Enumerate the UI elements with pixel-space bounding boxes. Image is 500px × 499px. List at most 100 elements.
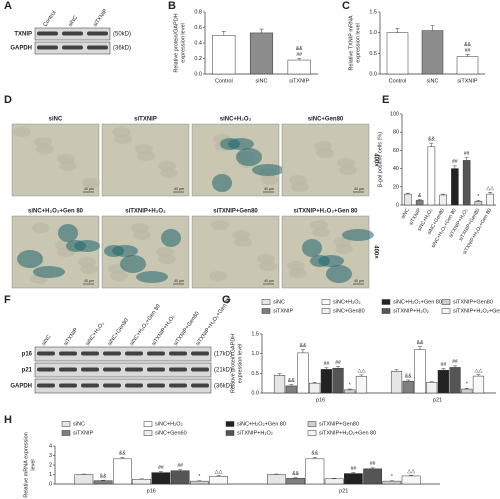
bar — [439, 194, 447, 206]
cell — [337, 158, 355, 168]
significance: && — [288, 378, 295, 384]
significance: && — [464, 42, 471, 48]
band-name: GAPDH — [10, 384, 32, 390]
band — [169, 383, 187, 388]
band — [169, 351, 187, 356]
bar — [190, 480, 209, 485]
y-tick-label: 3 — [49, 453, 52, 459]
micrograph-label: siNC — [49, 117, 63, 123]
x-tick-label: p21 — [339, 488, 348, 494]
y-axis-label: Relative protein/GAPDH — [230, 334, 236, 393]
stain — [120, 255, 146, 273]
y-tick-label: 0 — [396, 202, 399, 208]
cell — [156, 247, 174, 257]
scale-label: 40 μm — [84, 279, 94, 283]
bar — [472, 375, 485, 394]
bar — [287, 59, 311, 75]
band — [62, 31, 83, 36]
x-tick-label: Control — [389, 78, 407, 84]
y-tick-label: 1.5 — [251, 331, 259, 337]
legend-label: siNC — [273, 299, 285, 305]
band — [87, 45, 108, 50]
bar — [267, 474, 286, 485]
significance: && — [405, 373, 412, 379]
band — [125, 383, 143, 388]
legend-swatch — [143, 421, 153, 427]
band-name: GAPDH — [10, 46, 32, 52]
bar — [415, 200, 424, 206]
legend-label: siNC+Gen60 — [155, 430, 187, 436]
bar — [320, 369, 332, 394]
cell — [310, 220, 328, 230]
band — [37, 383, 55, 388]
y-tick-label: 0.5 — [369, 51, 377, 57]
cell — [78, 257, 96, 267]
bar — [474, 201, 483, 206]
micrograph-label: siNC+Gen80 — [308, 117, 344, 123]
bar — [332, 367, 344, 394]
significance: && — [417, 340, 424, 346]
panel-label: C — [342, 0, 350, 12]
band — [191, 351, 209, 356]
bar — [427, 146, 436, 206]
band-size: (50kD) — [113, 32, 131, 38]
bar — [309, 382, 321, 394]
band — [103, 351, 121, 356]
scale-label: 40 μm — [354, 279, 364, 283]
band — [37, 351, 55, 356]
y-tick-label: 40 — [393, 166, 399, 172]
significance: * — [477, 194, 479, 200]
band-name: p16 — [22, 352, 33, 358]
magnification: 400× — [372, 245, 378, 259]
legend-label: siNC+H₂O₂+Gen 80 — [393, 299, 442, 305]
significance: ## — [296, 52, 302, 58]
scale-label: 40 μm — [264, 279, 274, 283]
legend-swatch — [307, 430, 317, 436]
bar — [363, 468, 382, 485]
stain — [58, 224, 78, 242]
significance: △△ — [215, 469, 223, 475]
bar — [132, 479, 151, 485]
y-tick-label: 4 — [49, 443, 52, 449]
panel-label: H — [4, 414, 12, 426]
cell — [287, 261, 305, 271]
cell — [257, 254, 275, 264]
bar — [344, 389, 356, 394]
panel-label: G — [222, 294, 231, 306]
y-tick-label: 1.0 — [251, 351, 259, 357]
lane-label: siNC — [67, 15, 79, 28]
bar — [401, 475, 421, 485]
band — [37, 45, 58, 50]
significance: ## — [177, 463, 183, 469]
cell — [13, 127, 31, 137]
bar — [209, 476, 228, 485]
blot-strip — [34, 362, 212, 378]
significance: && — [296, 46, 303, 52]
significance: && — [100, 474, 107, 480]
micrograph-label: siTXNIP — [134, 117, 157, 123]
significance: ## — [324, 361, 330, 367]
y-tick-label: 0.2 — [194, 56, 202, 62]
cell — [135, 144, 153, 154]
y-tick-label: 20 — [393, 184, 399, 190]
band — [103, 383, 121, 388]
bar — [449, 367, 461, 394]
panel-label: B — [168, 0, 176, 12]
bar — [297, 352, 309, 394]
bar — [170, 470, 190, 485]
bar — [456, 56, 479, 75]
legend-swatch — [441, 308, 451, 314]
bar — [451, 168, 459, 206]
legend-label: siTXNIP+H₂O₂+Gen 80 — [319, 430, 376, 436]
band — [81, 351, 99, 356]
micrograph-label: siNC+H₂O₂+Gen 80 — [28, 209, 84, 215]
bar — [113, 458, 132, 485]
bar — [93, 480, 113, 485]
lane-label: siTXNIP+H₂O₂ — [151, 314, 177, 347]
bar — [324, 478, 344, 485]
panel-label: E — [382, 94, 389, 106]
legend-label: siNC+H₂O₂+Gen 80 — [237, 421, 286, 427]
legend-swatch — [307, 421, 317, 427]
legend-label: siNC+Gen80 — [333, 308, 365, 314]
bar — [461, 388, 473, 394]
